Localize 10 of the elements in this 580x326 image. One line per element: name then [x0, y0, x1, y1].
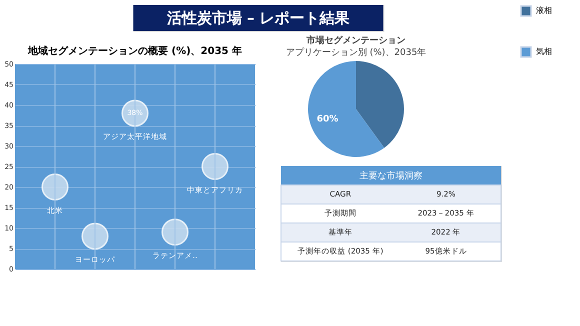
- pie-slice: [308, 61, 384, 157]
- chart-title: 地域セグメンテーションの概要 (%)、2035 年: [27, 45, 242, 57]
- pie-slice: [356, 61, 404, 148]
- text: 活性炭市場 – レポート結果: [166, 9, 351, 27]
- text: アプリケーション別 (%)、2035年: [286, 47, 426, 58]
- data-label: 60%: [316, 114, 338, 124]
- legend-label: 気相: [536, 47, 552, 56]
- text: 主要な市場洞察: [360, 170, 422, 182]
- legend-label: 液相: [536, 6, 552, 15]
- text: 市場セグメンテーション: [306, 35, 406, 46]
